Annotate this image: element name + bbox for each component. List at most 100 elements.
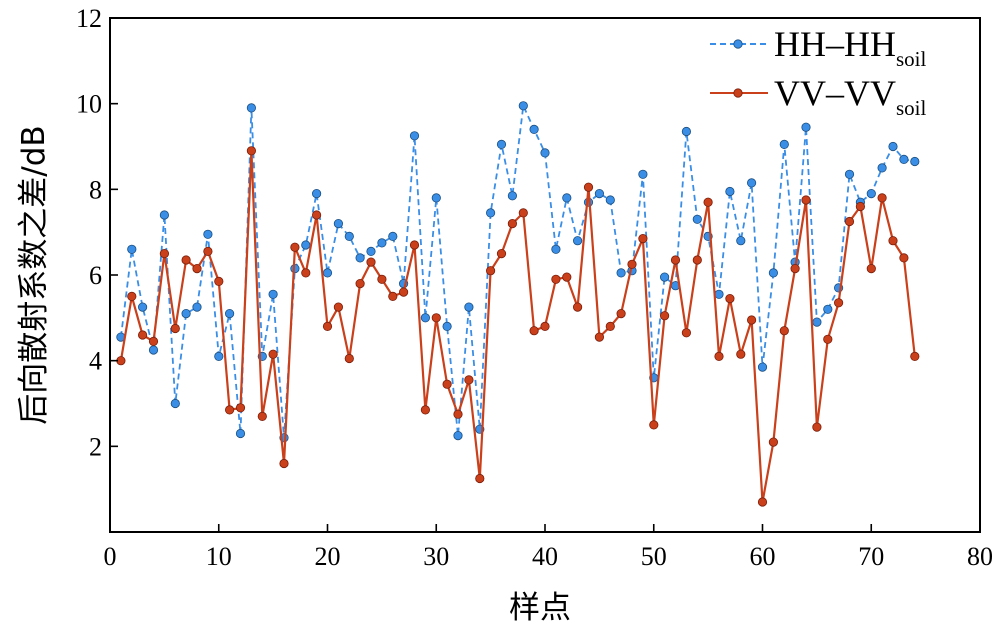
x-axis-title: 样点 bbox=[509, 590, 571, 626]
data-point bbox=[322, 268, 333, 278]
y-tick-label: 2 bbox=[89, 432, 102, 461]
data-point bbox=[540, 321, 550, 331]
ticks-layer: 0 10 20 30 40 50 60 70 80 2 4 6 8 10 12 bbox=[76, 4, 993, 571]
data-point bbox=[138, 330, 148, 340]
data-point bbox=[170, 398, 180, 409]
legend-vv-main: VV–VV bbox=[774, 73, 896, 113]
data-point bbox=[181, 255, 191, 265]
data-point bbox=[659, 272, 670, 282]
data-point bbox=[866, 263, 876, 274]
data-point bbox=[736, 349, 746, 359]
data-point bbox=[203, 229, 213, 239]
data-point bbox=[627, 259, 637, 269]
data-point bbox=[225, 308, 235, 319]
x-tick-label: 0 bbox=[104, 542, 117, 571]
data-point bbox=[127, 291, 137, 301]
data-point bbox=[464, 302, 474, 312]
data-point bbox=[790, 263, 800, 274]
y-tick-label: 4 bbox=[89, 347, 102, 376]
data-point bbox=[355, 278, 365, 289]
y-axis-title: 后向散射系数之差/dB bbox=[16, 125, 52, 424]
data-point bbox=[138, 302, 148, 312]
data-point bbox=[148, 345, 159, 355]
data-point bbox=[235, 403, 246, 413]
data-point bbox=[638, 234, 648, 244]
data-point bbox=[551, 274, 561, 284]
data-point bbox=[377, 274, 387, 284]
data-point bbox=[333, 219, 343, 229]
legend-vv-label: VV–VVsoil bbox=[774, 73, 927, 120]
x-tick-label: 60 bbox=[750, 542, 776, 571]
y-tick-label: 10 bbox=[76, 90, 102, 119]
data-point bbox=[866, 189, 876, 199]
data-point bbox=[910, 156, 920, 167]
data-point bbox=[562, 193, 572, 203]
data-point bbox=[823, 304, 833, 314]
data-point bbox=[344, 231, 354, 241]
data-point bbox=[877, 193, 887, 203]
data-point bbox=[746, 178, 757, 188]
data-point bbox=[703, 197, 713, 207]
series-hh bbox=[116, 101, 920, 443]
data-point bbox=[485, 208, 496, 218]
x-tick-label: 20 bbox=[315, 542, 341, 571]
data-point bbox=[605, 321, 615, 331]
data-point bbox=[736, 236, 746, 246]
x-tick-label: 70 bbox=[858, 542, 884, 571]
data-point bbox=[496, 139, 507, 149]
data-point bbox=[475, 473, 485, 484]
y-tick-label: 6 bbox=[89, 261, 102, 290]
data-point bbox=[812, 422, 822, 432]
y-tick-label: 12 bbox=[76, 4, 102, 33]
data-point bbox=[529, 124, 539, 134]
data-point bbox=[910, 351, 920, 361]
data-point bbox=[453, 430, 463, 441]
data-point bbox=[420, 313, 430, 323]
data-point bbox=[768, 437, 779, 447]
data-point bbox=[420, 405, 430, 415]
data-point bbox=[388, 291, 398, 301]
data-point bbox=[409, 131, 420, 141]
data-point bbox=[844, 216, 855, 227]
data-point bbox=[518, 208, 528, 218]
data-point bbox=[246, 146, 256, 156]
legend-vv-marker bbox=[733, 88, 743, 98]
data-point bbox=[431, 313, 441, 323]
data-point bbox=[681, 328, 692, 338]
data-point bbox=[225, 405, 235, 415]
data-point bbox=[268, 349, 278, 359]
data-point bbox=[442, 321, 452, 331]
data-point bbox=[496, 249, 507, 259]
data-point bbox=[768, 268, 779, 278]
data-point bbox=[562, 272, 572, 282]
data-point bbox=[279, 458, 289, 469]
y-tick-label: 8 bbox=[89, 175, 102, 204]
data-point bbox=[192, 302, 202, 312]
data-point bbox=[192, 263, 202, 274]
data-point bbox=[888, 236, 898, 246]
legend-hh-main: HH–HH bbox=[774, 24, 896, 64]
data-point bbox=[311, 210, 322, 220]
data-point bbox=[366, 257, 376, 267]
data-point bbox=[725, 186, 735, 197]
series-vv bbox=[116, 146, 920, 507]
data-point bbox=[779, 139, 789, 149]
data-point bbox=[899, 253, 909, 263]
data-point bbox=[485, 266, 496, 276]
data-point bbox=[583, 182, 594, 192]
data-point bbox=[779, 326, 789, 336]
data-point bbox=[181, 308, 191, 319]
data-point bbox=[855, 201, 866, 212]
legend-hh-subscript: soil bbox=[896, 47, 927, 71]
data-point bbox=[290, 242, 300, 252]
data-point bbox=[540, 148, 550, 158]
data-point bbox=[453, 409, 463, 419]
data-point bbox=[551, 244, 561, 254]
data-point bbox=[801, 195, 811, 205]
data-point bbox=[692, 214, 702, 224]
data-point bbox=[148, 336, 159, 346]
data-point bbox=[344, 353, 354, 364]
data-point bbox=[366, 246, 376, 256]
x-tick-label: 10 bbox=[206, 542, 232, 571]
data-point bbox=[431, 193, 441, 203]
